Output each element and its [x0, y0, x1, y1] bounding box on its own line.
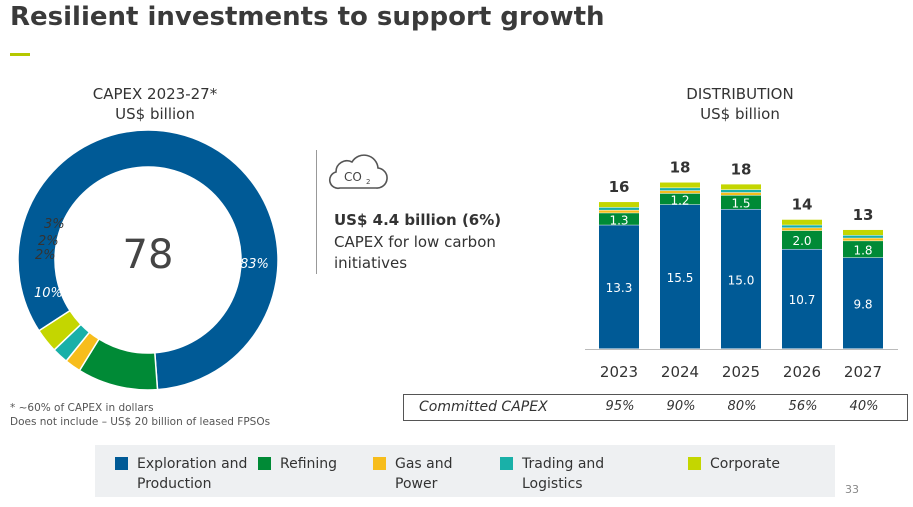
bar-segment-2023: [599, 225, 639, 349]
svg-text:2: 2: [366, 178, 370, 186]
bar-segment-2024: [660, 190, 700, 194]
label-exploration: 83%: [240, 257, 269, 272]
capex-unit: US$ billion: [115, 105, 195, 123]
bar-segment-2024: [660, 188, 700, 191]
bar-segment-2023: [599, 213, 639, 225]
bar-value-label: 13.3: [606, 281, 633, 295]
label-trading: 2%: [38, 234, 59, 249]
donut-center-value: 78: [122, 232, 174, 278]
legend-swatch: [688, 457, 701, 470]
title-accent-bar: [10, 53, 30, 56]
committed-capex-row: [403, 394, 908, 421]
legend-label: Refining: [280, 456, 338, 472]
x-tick-label: 2023: [600, 363, 638, 381]
donut-slice-exploration: [17, 130, 279, 391]
distribution-heading-block: DISTRIBUTION US$ billion: [660, 84, 820, 124]
x-tick-label: 2026: [783, 363, 821, 381]
capex-heading: CAPEX 2023-27*: [92, 85, 218, 103]
committed-pct-2023: 95%: [605, 399, 635, 414]
legend-swatch: [115, 457, 128, 470]
bar-segment-2027: [843, 238, 883, 241]
bar-total-label: 16: [609, 178, 630, 196]
legend: [95, 445, 835, 497]
bar-value-label: 1.3: [609, 213, 628, 227]
bar-value-label: 1.5: [731, 197, 750, 211]
bar-segment-2025: [721, 192, 761, 196]
x-tick-label: 2027: [844, 363, 882, 381]
bar-segment-2025: [721, 184, 761, 190]
bar-segment-2023: [599, 210, 639, 213]
co2-cloud-icon: CO 2: [328, 154, 388, 190]
bar-segment-2025: [721, 195, 761, 209]
bar-segment-2025: [721, 189, 761, 193]
bar-value-label: 15.5: [667, 271, 694, 285]
legend-label: Gas and Power: [395, 456, 453, 492]
footnote-line-1: * ~60% of CAPEX in dollars: [10, 402, 154, 414]
legend-swatch: [373, 457, 386, 470]
bar-value-label: 10.7: [789, 293, 816, 307]
bar-segment-2026: [782, 225, 822, 228]
bar-value-label: 9.8: [853, 297, 872, 311]
bar-value-label: 15.0: [728, 273, 755, 287]
bar-total-label: 18: [731, 160, 752, 178]
footnote: * ~60% of CAPEX in dollars Does not incl…: [10, 401, 270, 429]
bar-segment-2027: [843, 235, 883, 238]
page-number: 33: [845, 483, 859, 496]
label-refining: 10%: [34, 286, 63, 301]
bar-total-label: 18: [670, 159, 691, 177]
bar-segment-2024: [660, 204, 700, 349]
bar-segment-2026: [782, 219, 822, 225]
legend-swatch: [500, 457, 513, 470]
bar-total-label: 13: [853, 206, 874, 224]
committed-pct-2026: 56%: [788, 399, 818, 414]
distribution-bar-chart: 13.3 1.3 16 2023 15.5 1.2 18 2024 15.0 1.5 18 2025 1…: [585, 159, 898, 381]
bar-value-label: 1.2: [670, 193, 689, 207]
bar-segment-2023: [599, 202, 639, 208]
committed-pct-2027: 40%: [849, 399, 879, 414]
committed-pct-2025: 80%: [727, 399, 757, 414]
donut-slice-corporate: [37, 309, 82, 352]
bar-segment-2024: [660, 193, 700, 205]
bar-segment-2025: [721, 209, 761, 349]
legend-label: Corporate: [710, 456, 780, 472]
committed-capex-label: Committed CAPEX: [419, 399, 548, 415]
bar-segment-2027: [843, 257, 883, 349]
low-carbon-description: CAPEX for low carbon initiatives: [334, 233, 496, 272]
capex-heading-block: CAPEX 2023-27* US$ billion: [60, 84, 250, 124]
low-carbon-value: US$ 4.4 billion (6%): [334, 211, 502, 229]
bar-value-label: 2.0: [792, 234, 811, 248]
legend-swatch: [258, 457, 271, 470]
bar-value-label: 1.8: [853, 243, 872, 257]
bar-segment-2027: [843, 229, 883, 236]
legend-label: Trading and Logistics: [522, 456, 605, 492]
distribution-unit: US$ billion: [700, 105, 780, 123]
x-tick-label: 2025: [722, 363, 760, 381]
label-corporate: 3%: [44, 217, 65, 232]
bar-segment-2024: [660, 182, 700, 188]
bar-segment-2027: [843, 241, 883, 258]
label-gas-power: 2%: [35, 248, 56, 263]
low-carbon-divider: [316, 150, 317, 274]
bar-segment-2026: [782, 228, 822, 231]
distribution-heading: DISTRIBUTION: [686, 85, 794, 103]
bar-total-label: 14: [792, 196, 813, 214]
bar-segment-2026: [782, 249, 822, 349]
legend-label: Exploration and Production: [137, 456, 248, 492]
committed-pct-2024: 90%: [666, 399, 696, 414]
svg-text:CO: CO: [344, 170, 362, 184]
page-title: Resilient investments to support growth: [10, 2, 605, 32]
bar-segment-2026: [782, 230, 822, 249]
x-tick-label: 2024: [661, 363, 699, 381]
bar-segment-2023: [599, 207, 639, 210]
footnote-line-2: Does not include – US$ 20 billion of lea…: [10, 416, 271, 428]
capex-donut-chart: [17, 130, 279, 391]
